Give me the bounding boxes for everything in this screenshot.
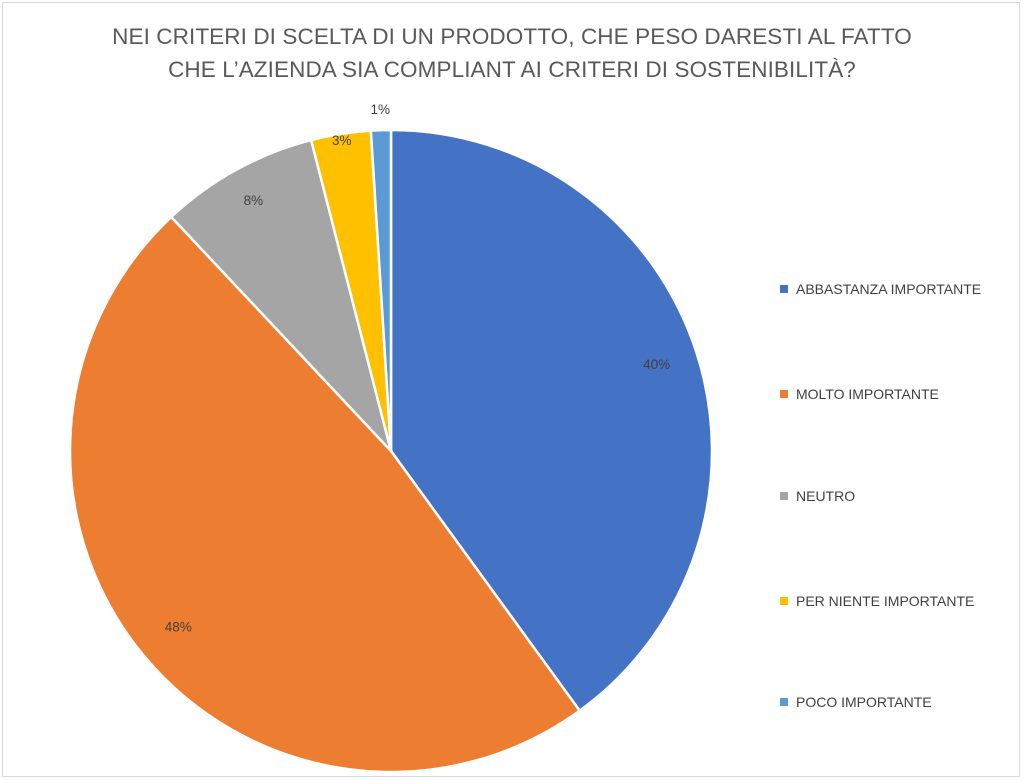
legend-swatch bbox=[780, 597, 788, 605]
legend-label: PER NIENTE IMPORTANTE bbox=[796, 593, 975, 609]
legend-label: MOLTO IMPORTANTE bbox=[796, 386, 939, 402]
data-label-poco-importante: 1% bbox=[371, 102, 391, 117]
legend-swatch bbox=[780, 698, 788, 706]
pie-slice-poco-importante bbox=[369, 128, 393, 453]
pie-slice-abbastanza-importante bbox=[389, 128, 714, 712]
chart-title-line-2: CHE L’AZIENDA SIA COMPLIANT AI CRITERI D… bbox=[168, 57, 856, 82]
legend-swatch bbox=[780, 492, 788, 500]
pie-data-labels: 40% 48% 8% 3% 1% bbox=[165, 102, 670, 635]
pie-slice-molto-importante bbox=[68, 215, 581, 774]
chart-title: NEI CRITERI DI SCELTA DI UN PRODOTTO, CH… bbox=[0, 20, 1024, 86]
data-label-per-niente-importante: 3% bbox=[332, 133, 352, 148]
data-label-molto-importante: 48% bbox=[165, 620, 192, 635]
data-label-abbastanza-importante: 40% bbox=[643, 357, 670, 372]
pie-slice-neutro bbox=[170, 138, 393, 453]
legend-label: NEUTRO bbox=[796, 488, 856, 504]
legend-swatch bbox=[780, 285, 788, 293]
pie-slices bbox=[68, 128, 714, 774]
data-label-neutro: 8% bbox=[244, 193, 264, 208]
legend-label: ABBASTANZA IMPORTANTE bbox=[796, 281, 982, 297]
legend-swatch bbox=[780, 390, 788, 398]
legend-label: POCO IMPORTANTE bbox=[796, 694, 932, 710]
chart-title-line-1: NEI CRITERI DI SCELTA DI UN PRODOTTO, CH… bbox=[112, 24, 912, 49]
